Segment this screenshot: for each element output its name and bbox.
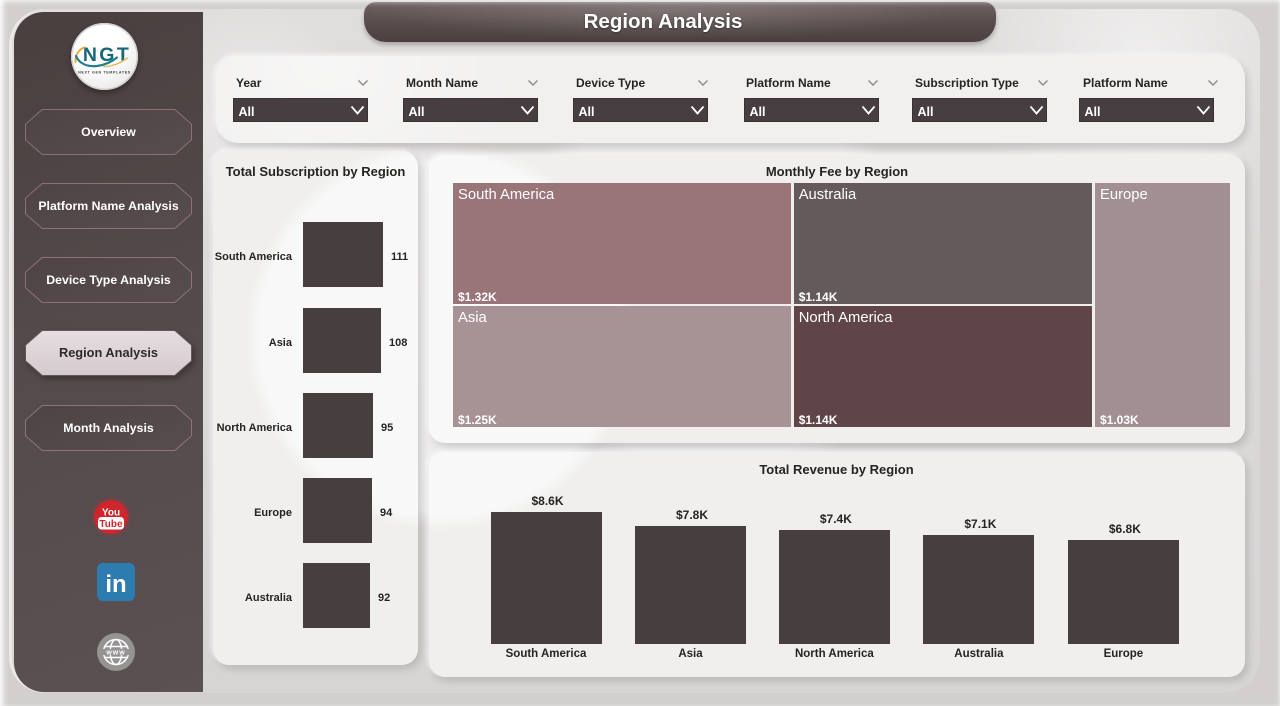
svg-text:Tube: Tube <box>99 519 123 530</box>
svg-text:NGT: NGT <box>83 44 131 66</box>
svg-text:You: You <box>102 508 120 519</box>
svg-text:www: www <box>105 650 125 657</box>
svg-text:in: in <box>105 571 126 598</box>
svg-text:NEXT GEN TEMPLATES: NEXT GEN TEMPLATES <box>78 71 131 75</box>
